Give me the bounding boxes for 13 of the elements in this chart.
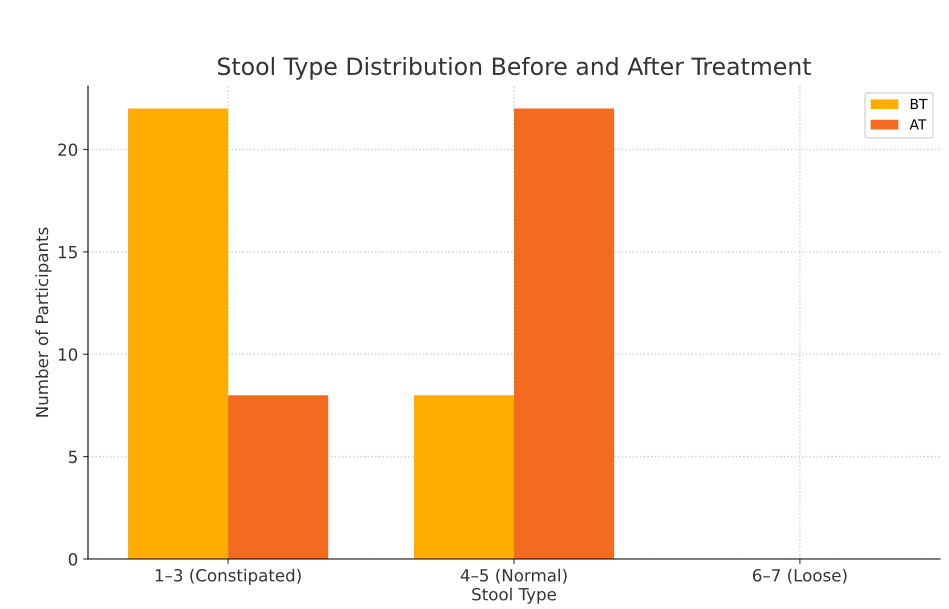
y-tick-label: 0 (68, 552, 78, 566)
y-axis-title: Number of Participants (35, 228, 52, 417)
legend-label: BT (910, 98, 928, 110)
x-tick-label: 6–7 (Loose) (752, 568, 847, 584)
x-axis-title: Stool Type (472, 588, 556, 604)
y-tick-label: 15 (58, 246, 77, 258)
y-tick-label: 10 (58, 348, 78, 361)
chart-title: Stool Type Distribution Before and After Treatment (218, 56, 811, 80)
legend-label: AT (910, 119, 926, 130)
y-tick-label: 20 (58, 143, 78, 156)
x-tick-label: 4–5 (Normal) (460, 568, 567, 584)
x-tick-label: 1–3 (Constipated) (156, 568, 301, 585)
y-tick-label: 5 (68, 450, 77, 464)
